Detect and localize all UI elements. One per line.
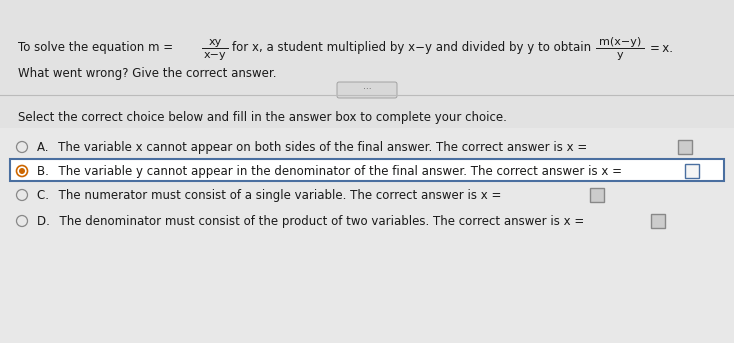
Bar — [678, 140, 692, 154]
FancyBboxPatch shape — [10, 159, 724, 181]
Text: y: y — [617, 50, 623, 60]
Text: What went wrong? Give the correct answer.: What went wrong? Give the correct answer… — [18, 67, 277, 80]
Text: B.  The variable y cannot appear in the denominator of the final answer. The cor: B. The variable y cannot appear in the d… — [37, 165, 622, 177]
Text: A.  The variable x cannot appear on both sides of the final answer. The correct : A. The variable x cannot appear on both … — [37, 141, 587, 154]
Text: C.  The numerator must consist of a single variable. The correct answer is x =: C. The numerator must consist of a singl… — [37, 189, 501, 201]
Text: m(x−y): m(x−y) — [599, 37, 641, 47]
Text: x−y: x−y — [204, 50, 226, 60]
Text: ···: ··· — [363, 85, 371, 95]
Bar — [590, 188, 604, 202]
Bar — [0, 0, 734, 128]
Bar — [685, 164, 699, 178]
Text: xy: xy — [208, 37, 222, 47]
Text: Select the correct choice below and fill in the answer box to complete your choi: Select the correct choice below and fill… — [18, 110, 507, 123]
Text: D.  The denominator must consist of the product of two variables. The correct an: D. The denominator must consist of the p… — [37, 214, 584, 227]
Text: for x, a student multiplied by x−y and divided by y to obtain: for x, a student multiplied by x−y and d… — [232, 42, 591, 55]
Bar — [651, 214, 665, 228]
FancyBboxPatch shape — [337, 82, 397, 98]
Text: = x.: = x. — [650, 42, 673, 55]
Text: To solve the equation m =: To solve the equation m = — [18, 42, 173, 55]
Bar — [0, 128, 734, 343]
Circle shape — [19, 168, 25, 174]
